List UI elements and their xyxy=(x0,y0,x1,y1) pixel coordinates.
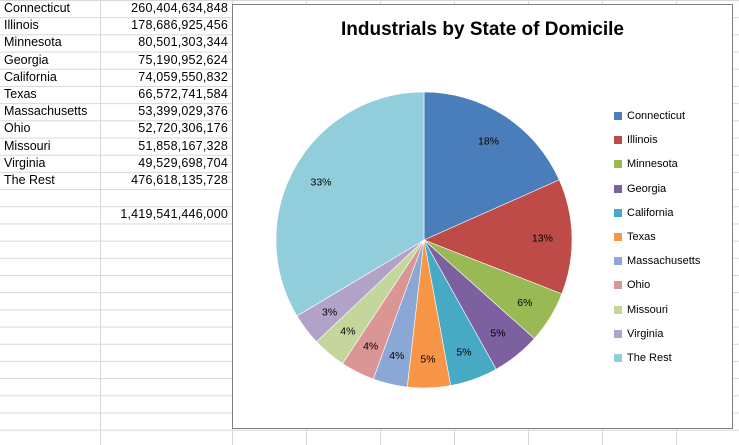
slice-data-label: 6% xyxy=(517,297,532,309)
slice-data-label: 4% xyxy=(363,341,378,353)
legend-label: The Rest xyxy=(627,351,672,364)
state-cell[interactable]: California xyxy=(4,69,57,84)
legend-swatch xyxy=(614,136,622,145)
value-cell[interactable]: 260,404,634,848 xyxy=(131,1,228,15)
state-cell[interactable]: Missouri xyxy=(4,138,51,153)
slice-data-label: 5% xyxy=(420,353,435,365)
pie-slice-illinois[interactable] xyxy=(423,179,573,295)
pie-slice-connecticut[interactable] xyxy=(423,91,560,241)
value-cell[interactable]: 476,618,135,728 xyxy=(131,172,228,187)
table-row[interactable]: Georgia 75,190,952,624 xyxy=(0,52,232,69)
state-cell[interactable]: The Rest xyxy=(4,172,55,187)
slice-data-label: 33% xyxy=(310,177,331,189)
state-cell[interactable]: Ohio xyxy=(4,121,31,136)
value-cell[interactable]: 53,399,029,376 xyxy=(138,104,228,119)
table-row[interactable]: Missouri 51,858,167,328 xyxy=(0,138,232,155)
legend-label: Virginia xyxy=(627,327,664,340)
legend-swatch xyxy=(614,281,622,290)
value-cell[interactable]: 52,720,306,176 xyxy=(138,121,228,136)
legend-label: Massachusetts xyxy=(627,255,701,268)
total-value-cell[interactable]: 1,419,541,446,000 xyxy=(120,207,228,221)
table-row[interactable]: Illinois 178,686,925,456 xyxy=(0,17,232,34)
legend-label: California xyxy=(627,206,674,219)
state-cell[interactable]: Connecticut xyxy=(4,1,71,15)
legend-swatch xyxy=(614,112,622,120)
pie-chart-object[interactable]: 18% 13% 6% 5% 5% 5% 4% 4% 4% 3% 33% Industrials by… xyxy=(232,4,733,429)
column-divider xyxy=(100,0,101,445)
state-cell[interactable]: Texas xyxy=(4,86,37,101)
slice-data-label: 4% xyxy=(340,326,355,338)
legend-label: Minnesota xyxy=(627,158,678,171)
legend-swatch xyxy=(614,329,622,338)
legend-swatch xyxy=(614,305,622,314)
value-cell[interactable]: 75,190,952,624 xyxy=(138,52,228,67)
table-row[interactable]: The Rest 476,618,135,728 xyxy=(0,172,232,189)
table-row[interactable]: Virginia 49,529,698,704 xyxy=(0,155,232,172)
value-cell[interactable]: 80,501,303,344 xyxy=(138,35,228,50)
legend-swatch xyxy=(614,184,622,193)
state-cell[interactable]: Illinois xyxy=(4,18,39,33)
slice-data-label: 5% xyxy=(456,346,471,358)
legend-label: Connecticut xyxy=(627,110,686,122)
legend-label: Texas xyxy=(627,230,656,243)
legend-label: Georgia xyxy=(627,182,667,195)
slice-data-label: 18% xyxy=(478,136,499,148)
chart-title: Industrials by State of Domicile xyxy=(341,19,624,40)
state-cell[interactable]: Minnesota xyxy=(4,35,62,50)
table-row[interactable]: Massachusetts 53,399,029,376 xyxy=(0,103,232,120)
state-cell[interactable]: Virginia xyxy=(4,155,46,170)
table-row[interactable]: Ohio 52,720,306,176 xyxy=(0,120,232,137)
legend-label: Illinois xyxy=(627,134,658,147)
table-row[interactable]: Connecticut 260,404,634,848 xyxy=(0,0,232,17)
state-cell[interactable]: Georgia xyxy=(4,52,49,67)
legend-swatch xyxy=(614,208,622,217)
slice-data-label: 4% xyxy=(389,350,404,362)
pie-slice-the-rest[interactable] xyxy=(275,91,425,317)
table-row[interactable]: Minnesota 80,501,303,344 xyxy=(0,34,232,51)
legend-swatch xyxy=(614,160,622,169)
table-row[interactable]: California 74,059,550,832 xyxy=(0,69,232,86)
legend-swatch xyxy=(614,257,622,266)
legend-swatch xyxy=(614,353,622,362)
value-cell[interactable]: 51,858,167,328 xyxy=(138,138,228,153)
value-cell[interactable]: 49,529,698,704 xyxy=(138,155,228,170)
legend-swatch xyxy=(614,232,622,241)
table-row[interactable]: Texas 66,572,741,584 xyxy=(0,86,232,103)
slice-data-label: 13% xyxy=(532,232,553,244)
pie-chart-svg: 18%13%6%5%5%5%4%4%4%3%33% xyxy=(275,91,573,389)
value-cell[interactable]: 178,686,925,456 xyxy=(131,18,228,33)
slice-data-label: 3% xyxy=(322,307,337,319)
legend-label: Ohio xyxy=(627,279,651,292)
slice-data-label: 5% xyxy=(490,327,505,339)
legend-label: Missouri xyxy=(627,303,668,316)
value-cell[interactable]: 66,572,741,584 xyxy=(138,86,228,101)
state-cell[interactable]: Massachusetts xyxy=(4,104,88,119)
value-cell[interactable]: 74,059,550,832 xyxy=(138,69,228,84)
state-value-table: Connecticut 260,404,634,848 Illinois 178,6… xyxy=(0,0,232,189)
